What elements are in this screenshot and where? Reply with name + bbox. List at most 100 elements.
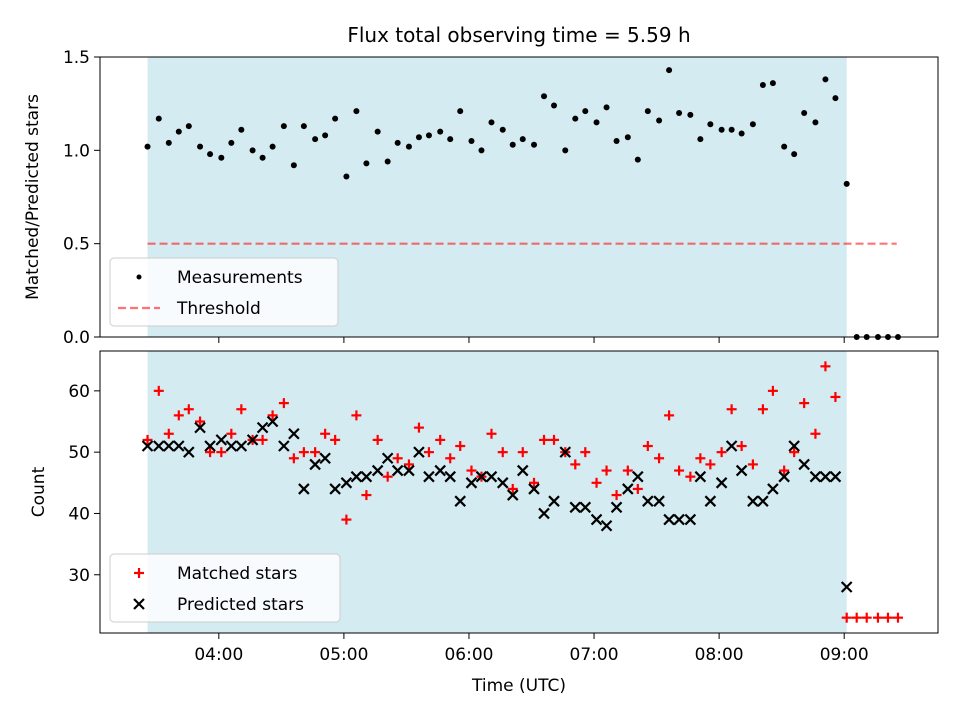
predicted-star-point bbox=[516, 464, 529, 477]
measurement-point bbox=[290, 162, 297, 169]
predicted-star-point bbox=[413, 446, 425, 458]
predicted-star-point bbox=[610, 501, 623, 514]
matched-star-point bbox=[726, 404, 737, 415]
measurement-point bbox=[541, 93, 548, 100]
predicted-star-point bbox=[694, 470, 707, 483]
matched-star-point bbox=[820, 361, 831, 372]
predicted-star-point bbox=[454, 495, 466, 507]
measurement-point bbox=[218, 154, 225, 161]
x-tick-label: 08:00 bbox=[695, 645, 744, 665]
matched-star-point bbox=[747, 459, 758, 470]
matched-star-point bbox=[757, 404, 768, 415]
count-x-ticks: 04:00 05:00 06:00 07:00 08:00 09:00 bbox=[194, 633, 869, 665]
matched-star-point bbox=[466, 465, 477, 476]
matched-star-point bbox=[789, 447, 800, 458]
chart-title: Flux total observing time = 5.59 h bbox=[347, 23, 690, 47]
matched-star-point bbox=[507, 483, 518, 494]
measurement-point bbox=[300, 123, 307, 130]
measurement-point bbox=[843, 180, 850, 187]
predicted-star-point bbox=[235, 440, 248, 452]
measurement-point bbox=[644, 108, 651, 115]
measurement-point bbox=[551, 102, 558, 109]
matched-star-point bbox=[570, 459, 581, 470]
measurement-point bbox=[312, 136, 319, 143]
matched-star-point bbox=[445, 453, 456, 464]
x-tick-label: 07:00 bbox=[570, 645, 619, 665]
matched-star-point bbox=[622, 465, 633, 476]
predicted-star-point bbox=[246, 434, 259, 446]
predicted-star-point bbox=[653, 495, 665, 507]
measurement-point bbox=[531, 141, 538, 148]
measurement-point bbox=[415, 134, 422, 141]
measurement-point bbox=[384, 158, 391, 165]
matched-star-point bbox=[278, 398, 289, 409]
matched-star-point bbox=[330, 434, 341, 445]
legend-measurements-symbol bbox=[136, 274, 142, 280]
measurement-point bbox=[185, 123, 192, 130]
predicted-star-point bbox=[288, 427, 300, 440]
measurement-point bbox=[405, 143, 412, 150]
predicted-star-point bbox=[788, 440, 800, 452]
x-tick-label: 09:00 bbox=[820, 645, 869, 665]
measurement-point bbox=[238, 126, 245, 133]
matched-star-point bbox=[435, 434, 446, 445]
predicted-star-point bbox=[642, 495, 654, 507]
matched-star-point bbox=[861, 612, 872, 623]
ratio-x-ticks bbox=[218, 337, 845, 343]
predicted-star-point bbox=[819, 470, 832, 483]
predicted-star-point bbox=[829, 470, 842, 483]
y-tick-label: 60 bbox=[68, 382, 90, 402]
legend-matched-symbol bbox=[134, 568, 144, 578]
predicted-star-point bbox=[371, 464, 384, 477]
predicted-star-point bbox=[798, 458, 810, 471]
measurement-point bbox=[363, 160, 370, 167]
matched-star-point bbox=[320, 428, 331, 439]
predicted-star-point bbox=[194, 421, 206, 434]
y-tick-label: 0.5 bbox=[63, 235, 90, 255]
ratio-legend: Measurements Threshold bbox=[109, 257, 339, 327]
measurement-point bbox=[718, 126, 725, 133]
matched-star-point bbox=[163, 428, 174, 439]
predicted-star-point bbox=[465, 477, 478, 489]
predicted-star-point bbox=[319, 452, 331, 465]
ratio-y-axis-label: Matched/Predicted stars bbox=[23, 94, 43, 300]
predicted-star-point bbox=[569, 501, 582, 514]
measurement-point bbox=[791, 151, 798, 158]
matched-star-point bbox=[580, 447, 591, 458]
measurement-point bbox=[437, 128, 444, 135]
matched-star-point bbox=[351, 410, 362, 421]
measurement-point bbox=[801, 110, 808, 116]
matched-star-point bbox=[810, 428, 821, 439]
matched-star-point bbox=[882, 612, 893, 623]
measurement-point bbox=[468, 138, 475, 144]
x-tick-label: 05:00 bbox=[319, 645, 368, 665]
measurement-point bbox=[394, 139, 401, 146]
measurement-point bbox=[353, 108, 360, 115]
x-tick-label: 06:00 bbox=[444, 645, 493, 665]
matched-star-point bbox=[153, 385, 164, 396]
y-tick-label: 40 bbox=[68, 504, 90, 524]
matched-star-point bbox=[236, 404, 247, 415]
measurement-point bbox=[259, 154, 266, 161]
measurement-point bbox=[425, 132, 432, 139]
predicted-star-point bbox=[391, 464, 404, 477]
legend-measurements-label: Measurements bbox=[177, 268, 303, 288]
matched-star-point bbox=[267, 410, 278, 421]
measurement-point bbox=[197, 143, 204, 150]
measurement-point bbox=[207, 151, 214, 158]
matched-star-point bbox=[341, 514, 352, 525]
matched-star-point bbox=[392, 453, 403, 464]
predicted-star-point bbox=[278, 440, 290, 452]
predicted-star-point bbox=[579, 501, 592, 514]
matched-star-point bbox=[183, 404, 194, 415]
matched-star-point bbox=[226, 428, 237, 439]
legend-matched-label: Matched stars bbox=[177, 564, 297, 584]
matched-star-point bbox=[257, 434, 268, 445]
legend-cross bbox=[133, 598, 145, 610]
measurement-point bbox=[656, 117, 663, 124]
predicted-star-point bbox=[809, 470, 822, 483]
predicted-star-point bbox=[183, 446, 195, 458]
measurement-point bbox=[343, 173, 350, 180]
matched-star-point bbox=[601, 465, 612, 476]
